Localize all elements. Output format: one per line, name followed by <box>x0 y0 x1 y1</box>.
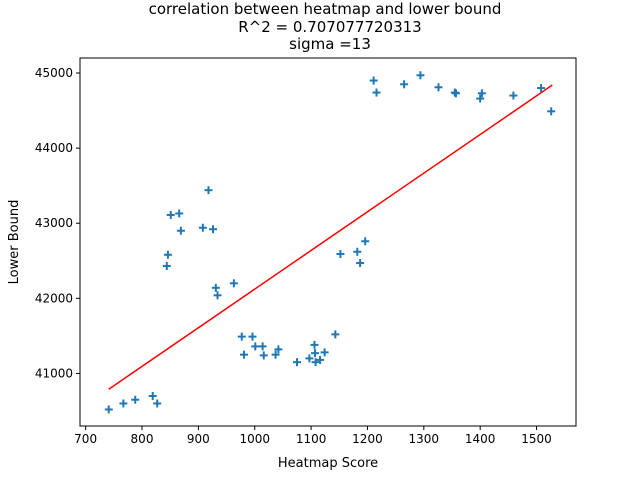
data-point-plus-marker <box>547 107 556 116</box>
data-point-plus-marker <box>204 186 213 195</box>
y-tick-label: 43000 <box>35 216 73 230</box>
data-point-plus-marker <box>476 94 485 103</box>
data-point-plus-marker <box>434 83 443 92</box>
y-tick-label: 44000 <box>35 141 73 155</box>
data-point-plus-marker <box>104 405 113 414</box>
data-point-plus-marker <box>198 223 207 232</box>
data-point-plus-marker <box>251 342 260 351</box>
data-points-layer <box>104 71 556 414</box>
x-axis-label: Heatmap Score <box>278 456 378 471</box>
data-point-plus-marker <box>400 80 409 89</box>
x-tick-label: 800 <box>131 432 154 446</box>
y-tick-label: 41000 <box>35 366 73 380</box>
x-tick-label: 1300 <box>409 432 440 446</box>
data-point-plus-marker <box>310 340 319 349</box>
chart-title-line-2: R^2 = 0.707077720313 <box>238 18 421 36</box>
regression-fit-line <box>108 84 553 390</box>
data-point-plus-marker <box>175 209 184 218</box>
chart-title-line-3: sigma =13 <box>289 35 371 53</box>
x-tick-label: 1100 <box>296 432 327 446</box>
data-point-plus-marker <box>176 226 185 235</box>
data-point-plus-marker <box>356 259 365 268</box>
data-point-plus-marker <box>451 89 460 98</box>
chart-title: correlation between heatmap and lower bo… <box>149 0 502 53</box>
y-axis-label: Lower Bound <box>7 200 22 285</box>
data-point-plus-marker <box>148 391 157 400</box>
data-point-plus-marker <box>259 351 268 360</box>
data-point-plus-marker <box>509 91 518 100</box>
data-point-plus-marker <box>211 283 220 292</box>
x-tick-label: 1200 <box>352 432 383 446</box>
data-point-plus-marker <box>372 88 381 97</box>
data-point-plus-marker <box>311 349 320 358</box>
data-point-plus-marker <box>477 89 486 98</box>
data-point-plus-marker <box>258 342 267 351</box>
data-point-plus-marker <box>119 399 128 408</box>
x-tick-label: 1400 <box>465 432 496 446</box>
data-point-plus-marker <box>336 250 345 259</box>
data-point-plus-marker <box>229 279 238 288</box>
data-point-plus-marker <box>305 354 314 363</box>
data-point-plus-marker <box>131 395 140 404</box>
plot-area-frame <box>79 57 577 427</box>
x-axis-ticks: 700 800 900 1000 1100 1200 1300 1400 1500 <box>74 426 552 446</box>
data-point-plus-marker <box>153 399 162 408</box>
data-point-plus-marker <box>274 345 283 354</box>
data-point-plus-marker <box>416 71 425 80</box>
x-tick-label: 1000 <box>239 432 270 446</box>
data-point-plus-marker <box>163 250 172 259</box>
x-tick-label: 900 <box>187 432 210 446</box>
y-tick-label: 45000 <box>35 66 73 80</box>
data-point-plus-marker <box>237 332 246 341</box>
data-point-plus-marker <box>293 358 301 367</box>
data-point-plus-marker <box>162 262 171 271</box>
data-point-plus-marker <box>213 291 222 300</box>
data-point-plus-marker <box>353 247 362 256</box>
x-tick-label: 700 <box>74 432 97 446</box>
y-tick-label: 42000 <box>35 291 73 305</box>
chart-title-line-1: correlation between heatmap and lower bo… <box>149 0 502 18</box>
data-point-plus-marker <box>311 358 320 367</box>
fit-line-layer <box>108 84 553 390</box>
data-point-plus-marker <box>320 348 329 357</box>
data-point-plus-marker <box>240 350 249 359</box>
data-point-plus-marker <box>209 225 218 234</box>
data-point-plus-marker <box>316 355 325 364</box>
data-point-plus-marker <box>331 330 340 339</box>
data-point-plus-marker <box>369 76 378 85</box>
data-point-plus-marker <box>537 84 546 93</box>
data-point-plus-marker <box>248 332 257 341</box>
x-tick-label: 1500 <box>521 432 552 446</box>
data-point-plus-marker <box>271 350 280 359</box>
data-point-plus-marker <box>166 210 175 219</box>
y-axis-ticks: 41000 42000 43000 44000 45000 <box>35 66 80 380</box>
data-point-plus-marker <box>361 237 370 246</box>
